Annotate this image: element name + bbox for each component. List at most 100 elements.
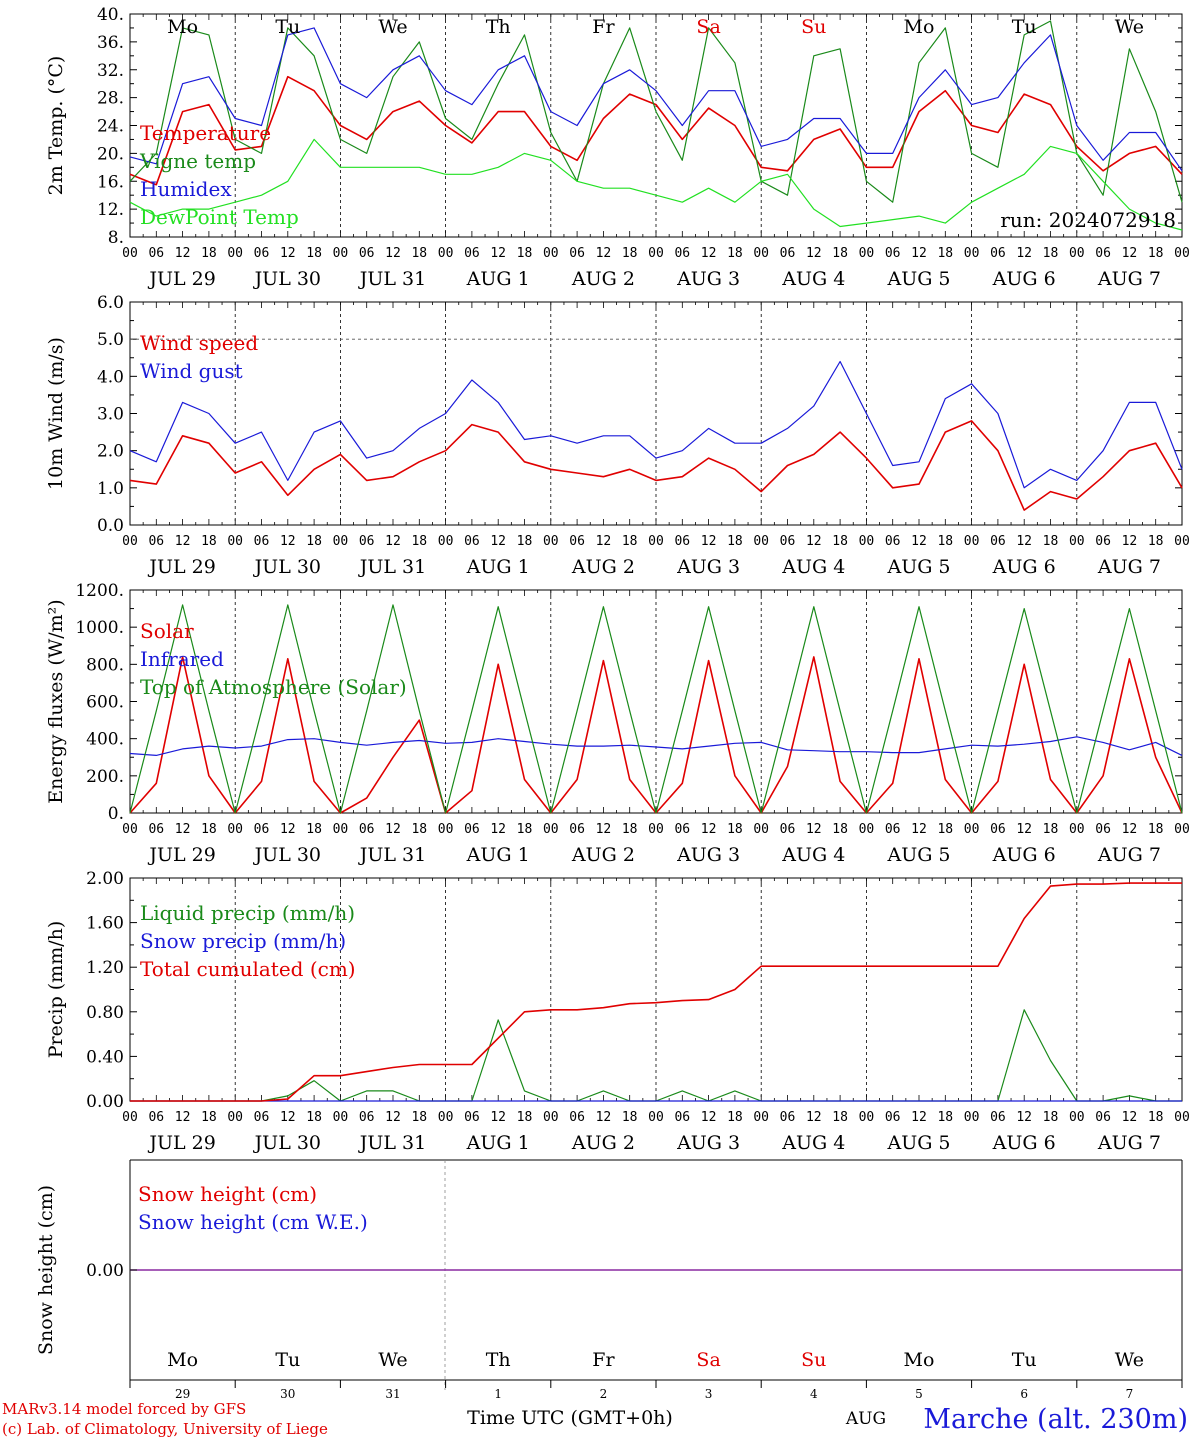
hour-tick-label: 00 xyxy=(227,1110,243,1125)
date-label: AUG 4 xyxy=(781,1132,845,1154)
hour-tick-label: 06 xyxy=(990,822,1006,837)
x-axis-label: Time UTC (GMT+0h) xyxy=(467,1407,673,1429)
hour-tick-label: 12 xyxy=(385,534,401,549)
date-label: AUG 3 xyxy=(676,844,740,866)
hour-tick-label: 06 xyxy=(359,246,375,261)
hour-tick-label: 12 xyxy=(175,822,191,837)
hour-tick-label: 00 xyxy=(964,246,980,261)
y-tick-label: 5.0 xyxy=(97,330,124,350)
hour-tick-label: 12 xyxy=(175,534,191,549)
panel-2: 00 06 12 18 00 06 12 18 00 06 12 18 00 06 12 18 00 06 12 18… xyxy=(45,293,1190,578)
hour-tick-label: 18 xyxy=(306,822,322,837)
hour-tick-label: 18 xyxy=(411,1110,427,1125)
day-name-label: Sa xyxy=(696,16,720,38)
hour-tick-label: 12 xyxy=(280,246,296,261)
hour-tick-label: 06 xyxy=(1095,246,1111,261)
hour-tick-label: 00 xyxy=(438,1110,454,1125)
hour-tick-label: 00 xyxy=(859,822,875,837)
date-label: AUG 7 xyxy=(1097,1132,1161,1154)
hour-tick-label: 12 xyxy=(490,534,506,549)
day-name-label: Su xyxy=(801,16,826,38)
date-label: AUG 2 xyxy=(571,268,635,290)
date-label: JUL 30 xyxy=(253,844,321,866)
hour-tick-label: 18 xyxy=(832,822,848,837)
date-label: AUG 2 xyxy=(571,556,635,578)
y-tick-label: 2.00 xyxy=(86,869,124,889)
y-tick-label: 1.0 xyxy=(97,479,124,499)
hour-tick-label: 12 xyxy=(490,822,506,837)
hour-tick-label: 06 xyxy=(464,1110,480,1125)
date-label: AUG 2 xyxy=(571,844,635,866)
legend-entry: Snow precip (mm/h) xyxy=(140,929,346,953)
hour-tick-label: 00 xyxy=(438,822,454,837)
hour-tick-label: 12 xyxy=(385,1110,401,1125)
date-label: AUG 1 xyxy=(466,268,530,290)
panel-1: 00 06 12 18 00 06 12 18 00 06 12 18 00 06 12 18 00 06 12 18… xyxy=(45,5,1190,290)
hour-tick-label: 00 xyxy=(543,534,559,549)
date-label: JUL 31 xyxy=(358,556,426,578)
y-tick-label: 1000. xyxy=(75,618,124,638)
date-label: AUG 4 xyxy=(781,556,845,578)
legend-entry: Humidex xyxy=(140,177,232,201)
series-line-wind-gust xyxy=(129,360,1183,489)
hour-tick-label: 18 xyxy=(727,1110,743,1125)
hour-tick-label: 12 xyxy=(701,822,717,837)
date-label: AUG 6 xyxy=(992,844,1056,866)
hour-tick-label: 00 xyxy=(859,534,875,549)
y-tick-label: 6.0 xyxy=(97,293,124,313)
panel-5: 0.00 Snow height (cm) Snow height (cm) Snow… xyxy=(35,1159,1183,1401)
hour-tick-label: 18 xyxy=(727,822,743,837)
day-name-label: We xyxy=(378,16,407,38)
run-annotation: run: 2024072918 xyxy=(1000,208,1176,232)
hour-tick-label: 06 xyxy=(674,1110,690,1125)
hour-tick-label: 18 xyxy=(937,534,953,549)
hour-tick-label: 06 xyxy=(148,1110,164,1125)
hour-tick-label: 06 xyxy=(464,822,480,837)
hour-tick-label: 18 xyxy=(1043,534,1059,549)
day-name-label: We xyxy=(378,1349,407,1371)
hour-tick-label: 00 xyxy=(648,534,664,549)
legend-entry: Infrared xyxy=(140,647,224,671)
date-label: AUG 7 xyxy=(1097,268,1161,290)
bottom-day-number: 2 xyxy=(600,1387,608,1401)
hour-tick-label: 18 xyxy=(1043,1110,1059,1125)
hour-tick-label: 18 xyxy=(832,1110,848,1125)
hour-tick-label: 12 xyxy=(911,822,927,837)
hour-tick-label: 00 xyxy=(648,1110,664,1125)
hour-tick-label: 18 xyxy=(517,1110,533,1125)
hour-tick-label: 06 xyxy=(885,534,901,549)
hour-tick-label: 06 xyxy=(990,534,1006,549)
y-tick-label: 0.00 xyxy=(86,1092,124,1112)
y-tick-label: 24. xyxy=(97,117,124,137)
hour-tick-label: 06 xyxy=(1095,822,1111,837)
hour-tick-label: 18 xyxy=(201,1110,217,1125)
day-name-label: Tu xyxy=(275,16,300,38)
date-label: JUL 30 xyxy=(253,1132,321,1154)
hour-tick-label: 12 xyxy=(806,822,822,837)
y-tick-label: 1.20 xyxy=(86,958,124,978)
date-label: AUG 5 xyxy=(886,268,950,290)
series-line-total-cumulated-cm- xyxy=(130,882,1182,1102)
y-tick-label: 20. xyxy=(97,144,124,164)
panel-3: 00 06 12 18 00 06 12 18 00 06 12 18 00 06 12 18 00 06 12 18… xyxy=(45,581,1190,866)
hour-tick-label: 12 xyxy=(911,246,927,261)
date-label: AUG 6 xyxy=(992,556,1056,578)
hour-tick-label: 00 xyxy=(753,1110,769,1125)
day-name-label: Fr xyxy=(592,1349,615,1371)
hour-tick-label: 06 xyxy=(885,246,901,261)
hour-tick-label: 12 xyxy=(806,1110,822,1125)
y-axis-label: Energy fluxes (W/m²) xyxy=(45,599,67,803)
hour-tick-label: 00 xyxy=(964,534,980,549)
day-name-label: Fr xyxy=(592,16,615,38)
hour-tick-label: 06 xyxy=(254,534,270,549)
y-tick-label: 0.80 xyxy=(86,1003,124,1023)
date-label: AUG 4 xyxy=(781,844,845,866)
date-label: AUG 3 xyxy=(676,1132,740,1154)
date-label: AUG 6 xyxy=(992,268,1056,290)
hour-tick-label: 06 xyxy=(569,246,585,261)
hour-tick-label: 00 xyxy=(438,246,454,261)
bottom-day-number: 1 xyxy=(494,1387,502,1401)
hour-tick-label: 12 xyxy=(596,822,612,837)
date-label: AUG 5 xyxy=(886,844,950,866)
hour-tick-label: 06 xyxy=(885,1110,901,1125)
